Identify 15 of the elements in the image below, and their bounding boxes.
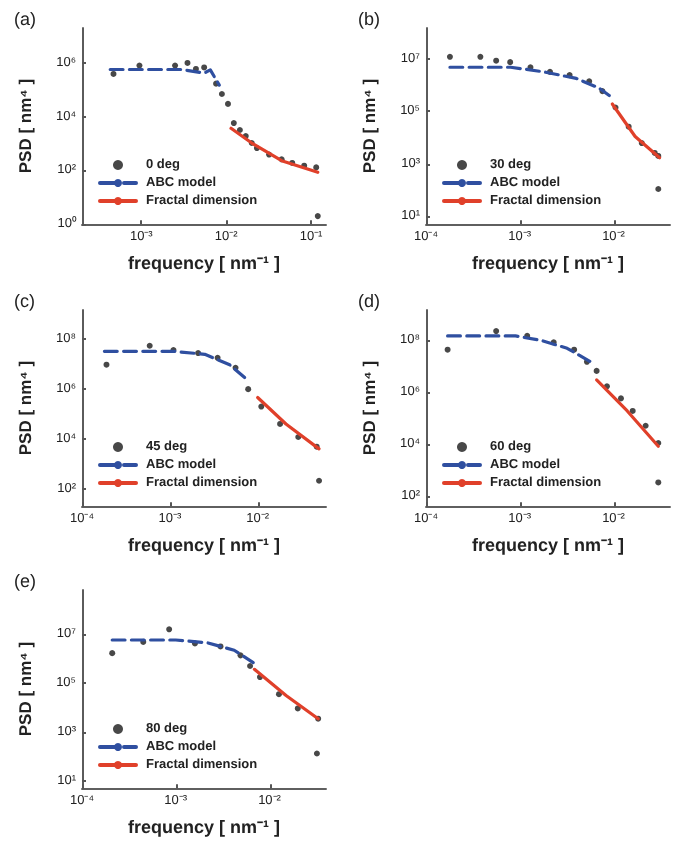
chart-title: (e): [14, 571, 36, 591]
x-axis-title: frequency [ nm⁻¹ ]: [127, 817, 281, 837]
x-axis-title: frequency [ nm⁻¹ ]: [471, 253, 625, 273]
chart-title: (b): [358, 9, 380, 29]
y-axis-title: PSD [ nm⁴ ]: [359, 78, 379, 174]
y-axis-title: PSD [ nm⁴ ]: [359, 360, 379, 456]
x-axis-title: frequency [ nm⁻¹ ]: [471, 535, 625, 555]
chart-title: (d): [358, 291, 380, 311]
x-axis-title: frequency [ nm⁻¹ ]: [127, 535, 281, 555]
y-axis-title: PSD [ nm⁴ ]: [15, 360, 35, 456]
x-axis-title: frequency [ nm⁻¹ ]: [127, 253, 281, 273]
y-axis-title: PSD [ nm⁴ ]: [15, 78, 35, 174]
chart-title: (a): [14, 9, 36, 29]
chart-title: (c): [14, 291, 35, 311]
y-axis-title: PSD [ nm⁴ ]: [15, 641, 35, 737]
